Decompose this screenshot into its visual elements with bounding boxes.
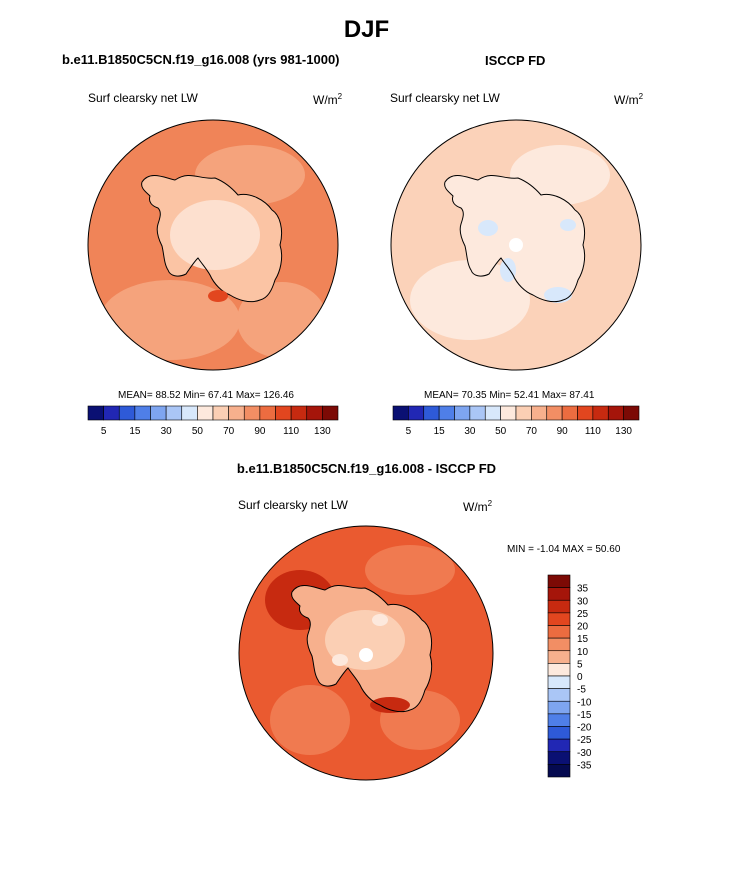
colorbar-tick-label: 25 (577, 609, 589, 620)
colorbar-tick-label: 110 (585, 426, 601, 437)
season-title: DJF (343, 16, 390, 43)
colorbar-box (547, 738, 571, 753)
colorbar-box (408, 405, 425, 421)
colorbar-box (500, 405, 517, 421)
colorbar-box (547, 675, 571, 689)
colorbar-tick-label: 70 (223, 426, 235, 437)
colorbar-box (547, 650, 571, 664)
colorbar-box (438, 405, 455, 421)
colorbar-box (547, 599, 571, 614)
colorbar-tick-label: 130 (314, 426, 331, 437)
colorbar-box (243, 405, 261, 421)
colorbar-box (607, 405, 624, 421)
colorbar-box (547, 587, 571, 601)
colorbar-box (547, 713, 571, 727)
colorbar-tick-label: 20 (577, 622, 589, 633)
colorbar-tick-label: 15 (129, 426, 141, 437)
colorbar-tick-label: 30 (464, 426, 476, 437)
colorbar-box (547, 751, 571, 765)
colorbar-tick-label: 50 (495, 426, 507, 437)
colorbar-tick-label: 130 (615, 426, 632, 437)
model-map (87, 119, 339, 371)
colorbar-box (547, 700, 571, 715)
colorbar-box (118, 405, 136, 421)
model-variable-label: Surf clearsky net LW (88, 91, 198, 105)
colorbar-tick-label: 5 (577, 659, 583, 670)
colorbar-tick-label: 0 (577, 672, 583, 683)
colorbar-box (454, 405, 471, 421)
obs-variable-label: Surf clearsky net LW (390, 91, 500, 105)
colorbar-box (290, 405, 308, 421)
colorbar-tick-label: 15 (434, 426, 446, 437)
colorbar-box (259, 405, 276, 421)
colorbar-tick-label: 70 (526, 426, 538, 437)
colorbar-tick-label: 15 (577, 634, 589, 645)
colorbar-box (228, 405, 245, 421)
colorbar-tick-label: -15 (577, 710, 592, 721)
colorbar-tick-label: 30 (161, 426, 173, 437)
model-units: W/m2 (313, 92, 343, 107)
colorbar-tick-label: -20 (577, 723, 592, 734)
colorbar-box (212, 405, 229, 421)
colorbar-box (150, 405, 167, 421)
model-colorbar: 5 15 30 50 70 90 110 130 (87, 405, 339, 437)
diff-units: W/m2 (463, 499, 493, 514)
diff-variable-label: Surf clearsky net LW (238, 498, 348, 512)
diff-map (238, 525, 494, 781)
colorbar-tick-label: 90 (557, 426, 569, 437)
colorbar-tick-label: 10 (577, 647, 589, 658)
colorbar-box (547, 574, 571, 588)
colorbar-box (561, 405, 578, 421)
colorbar-box (547, 726, 571, 740)
colorbar-tick-label: -10 (577, 697, 592, 708)
colorbar-box (197, 405, 214, 421)
colorbar-box (546, 405, 563, 421)
colorbar-tick-label: -5 (577, 685, 586, 696)
colorbar-tick-label: 30 (577, 596, 589, 607)
colorbar-tick-label: -35 (577, 760, 592, 771)
colorbar-box (592, 405, 609, 421)
obs-colorbar: 5 15 30 50 70 90 110 130 (392, 405, 640, 437)
colorbar-box (547, 612, 571, 626)
colorbar-box (322, 405, 339, 421)
colorbar-box (103, 405, 120, 421)
obs-case-title: ISCCP FD (485, 53, 546, 68)
colorbar-box (134, 405, 151, 421)
colorbar-box (623, 405, 640, 421)
colorbar-tick-label: 5 (101, 426, 107, 437)
colorbar-box (165, 405, 183, 421)
diff-title: b.e11.B1850C5CN.f19_g16.008 - ISCCP FD (236, 461, 497, 476)
colorbar-box (181, 405, 198, 421)
colorbar-box (423, 405, 440, 421)
colorbar-box (515, 405, 532, 421)
obs-stats: MEAN= 70.35 Min= 52.41 Max= 87.41 (424, 390, 595, 401)
colorbar-tick-label: 110 (283, 426, 299, 437)
colorbar-box (275, 405, 292, 421)
colorbar-box (547, 688, 571, 702)
obs-map (390, 119, 642, 371)
colorbar-box (392, 405, 409, 421)
colorbar-tick-label: 50 (192, 426, 204, 437)
model-stats: MEAN= 88.52 Min= 67.41 Max= 126.46 (118, 390, 294, 401)
colorbar-box (87, 405, 104, 421)
obs-units: W/m2 (614, 92, 644, 107)
colorbar-tick-label: -30 (577, 748, 592, 759)
colorbar-box (531, 405, 548, 421)
colorbar-box (306, 405, 323, 421)
colorbar-tick-label: 35 (577, 584, 589, 595)
model-case-title: b.e11.B1850C5CN.f19_g16.008 (yrs 981-100… (62, 52, 340, 67)
colorbar-box (469, 405, 486, 421)
diff-stats: MIN = -1.04 MAX = 50.60 (507, 544, 621, 555)
colorbar-tick-label: -25 (577, 735, 592, 746)
colorbar-tick-label: 90 (254, 426, 266, 437)
colorbar-box (577, 405, 594, 421)
colorbar-tick-label: 5 (406, 426, 412, 437)
colorbar-box (547, 764, 571, 778)
colorbar-box (484, 405, 501, 421)
colorbar-box (547, 625, 571, 639)
colorbar-box (547, 637, 571, 652)
colorbar-box (547, 663, 571, 677)
